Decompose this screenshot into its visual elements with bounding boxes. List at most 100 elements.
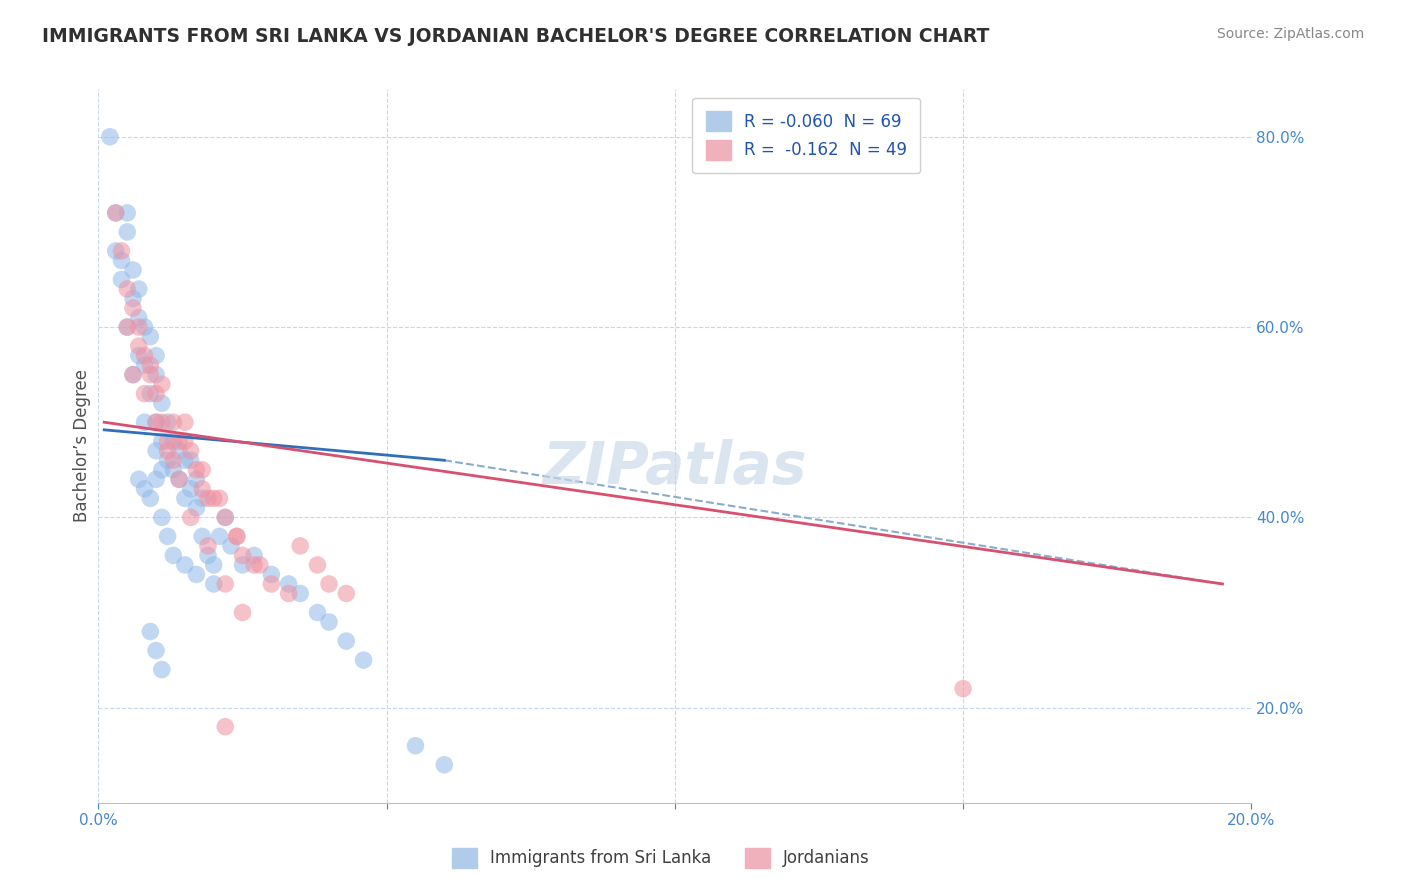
Point: [162, 463, 184, 477]
Point: [134, 482, 156, 496]
Point: [174, 491, 197, 506]
Point: [219, 539, 242, 553]
Point: [290, 586, 312, 600]
Point: [167, 472, 190, 486]
Point: [249, 558, 271, 572]
Point: [150, 396, 173, 410]
Point: [128, 339, 150, 353]
Point: [231, 549, 254, 563]
Point: [117, 282, 139, 296]
Point: [353, 653, 375, 667]
Point: [110, 272, 132, 286]
Point: [128, 310, 150, 325]
Point: [318, 577, 340, 591]
Point: [156, 434, 179, 449]
Point: [208, 529, 231, 543]
Point: [122, 292, 145, 306]
Point: [117, 320, 139, 334]
Point: [191, 491, 214, 506]
Point: [174, 415, 197, 429]
Point: [156, 453, 179, 467]
Point: [307, 558, 329, 572]
Point: [167, 434, 190, 449]
Point: [335, 586, 357, 600]
Point: [180, 453, 202, 467]
Point: [214, 510, 236, 524]
Y-axis label: Bachelor’s Degree: Bachelor’s Degree: [73, 369, 91, 523]
Point: [145, 472, 167, 486]
Point: [952, 681, 974, 696]
Point: [197, 539, 219, 553]
Point: [260, 577, 283, 591]
Point: [134, 349, 156, 363]
Point: [174, 434, 197, 449]
Point: [139, 358, 162, 372]
Point: [174, 558, 197, 572]
Point: [128, 282, 150, 296]
Point: [186, 500, 208, 515]
Point: [260, 567, 283, 582]
Point: [139, 491, 162, 506]
Point: [128, 320, 150, 334]
Point: [150, 415, 173, 429]
Point: [139, 329, 162, 343]
Point: [214, 577, 236, 591]
Point: [145, 643, 167, 657]
Point: [128, 472, 150, 486]
Point: [180, 443, 202, 458]
Point: [202, 577, 225, 591]
Point: [145, 415, 167, 429]
Point: [174, 453, 197, 467]
Point: [122, 301, 145, 315]
Point: [186, 463, 208, 477]
Text: ZIPatlas: ZIPatlas: [543, 439, 807, 496]
Point: [277, 577, 299, 591]
Point: [162, 415, 184, 429]
Point: [186, 472, 208, 486]
Point: [145, 349, 167, 363]
Point: [277, 586, 299, 600]
Point: [117, 225, 139, 239]
Point: [145, 368, 167, 382]
Point: [197, 491, 219, 506]
Point: [145, 443, 167, 458]
Point: [122, 263, 145, 277]
Point: [150, 434, 173, 449]
Point: [162, 549, 184, 563]
Point: [214, 720, 236, 734]
Point: [191, 463, 214, 477]
Point: [134, 358, 156, 372]
Point: [180, 510, 202, 524]
Point: [139, 386, 162, 401]
Point: [122, 368, 145, 382]
Point: [405, 739, 427, 753]
Point: [134, 320, 156, 334]
Point: [162, 434, 184, 449]
Point: [150, 377, 173, 392]
Point: [202, 491, 225, 506]
Point: [134, 415, 156, 429]
Point: [145, 415, 167, 429]
Point: [150, 463, 173, 477]
Point: [191, 482, 214, 496]
Point: [191, 529, 214, 543]
Point: [243, 549, 266, 563]
Point: [110, 244, 132, 258]
Point: [139, 368, 162, 382]
Point: [318, 615, 340, 629]
Point: [180, 482, 202, 496]
Point: [150, 510, 173, 524]
Legend: Immigrants from Sri Lanka, Jordanians: Immigrants from Sri Lanka, Jordanians: [446, 841, 876, 875]
Point: [139, 624, 162, 639]
Point: [225, 529, 247, 543]
Text: IMMIGRANTS FROM SRI LANKA VS JORDANIAN BACHELOR'S DEGREE CORRELATION CHART: IMMIGRANTS FROM SRI LANKA VS JORDANIAN B…: [42, 27, 990, 45]
Point: [225, 529, 247, 543]
Point: [231, 606, 254, 620]
Point: [98, 129, 121, 144]
Point: [110, 253, 132, 268]
Point: [208, 491, 231, 506]
Point: [156, 415, 179, 429]
Point: [117, 206, 139, 220]
Point: [134, 386, 156, 401]
Point: [104, 206, 127, 220]
